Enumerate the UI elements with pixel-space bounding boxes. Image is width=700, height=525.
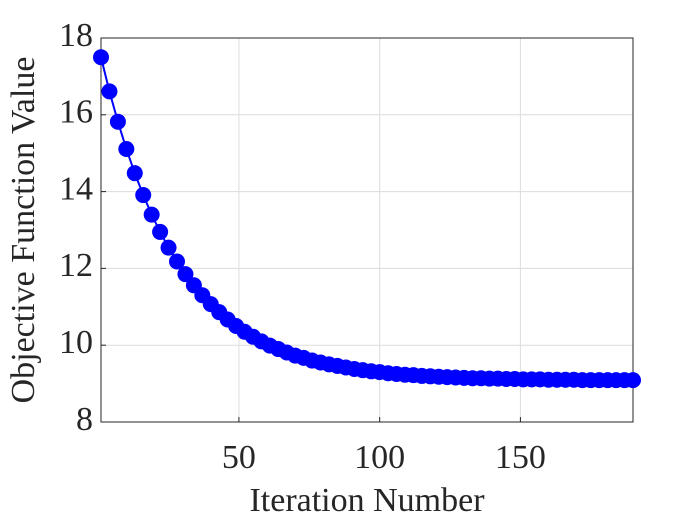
marker: [135, 187, 152, 204]
marker: [160, 239, 177, 256]
y-tick-label: 12: [59, 247, 93, 284]
marker: [126, 165, 143, 182]
marker: [101, 83, 118, 100]
y-tick-label: 8: [76, 401, 93, 438]
x-tick-label: 50: [222, 439, 256, 476]
y-tick-label: 10: [59, 324, 93, 361]
x-tick-label: 100: [354, 439, 405, 476]
y-tick-label: 16: [59, 94, 93, 131]
marker: [625, 372, 641, 389]
axes-box: [100, 37, 634, 423]
marker: [109, 113, 126, 130]
marker: [177, 266, 194, 283]
y-axis-label: Objective Function Value: [5, 57, 42, 404]
marker: [143, 206, 160, 223]
x-tick-label: 150: [495, 439, 546, 476]
y-tick-label: 18: [59, 17, 93, 54]
marker: [152, 223, 169, 240]
marker: [93, 49, 109, 66]
marker: [118, 140, 135, 157]
marker: [169, 253, 185, 270]
y-tick-label: 14: [59, 170, 93, 207]
x-axis-label: Iteration Number: [249, 482, 485, 519]
